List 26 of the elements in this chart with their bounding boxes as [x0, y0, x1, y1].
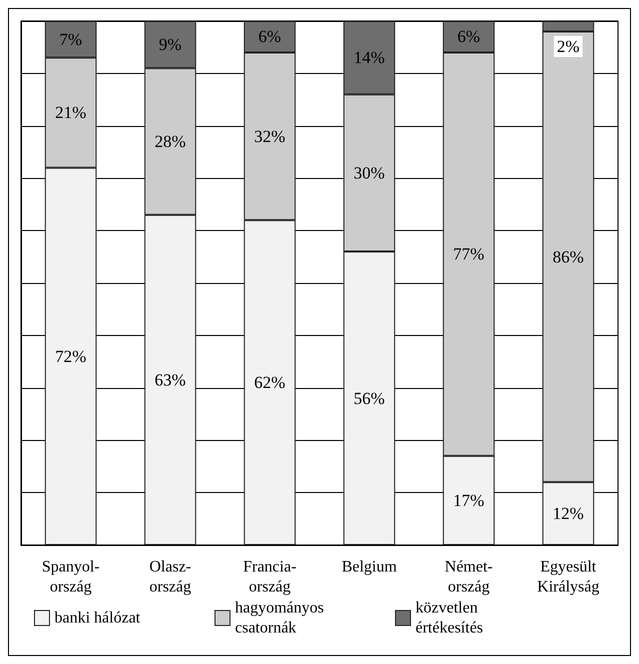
- x-tick-label: Olasz- ország: [149, 558, 192, 596]
- data-label: 2%: [556, 37, 580, 56]
- data-label: 77%: [453, 244, 484, 264]
- x-tick-label: Német- ország: [444, 558, 493, 596]
- data-label: 72%: [55, 346, 86, 366]
- data-label: 56%: [354, 388, 385, 408]
- data-label: 6%: [258, 27, 282, 46]
- x-tick-label: Spanyol- ország: [42, 558, 100, 596]
- data-label: 6%: [457, 27, 480, 46]
- data-label: 17%: [453, 490, 484, 510]
- data-label: 28%: [154, 132, 186, 152]
- data-label: 63%: [154, 370, 186, 390]
- x-tick-label: Egyesült Királyság: [537, 558, 600, 596]
- legend-label: közvetlen értékesítés: [416, 600, 484, 636]
- data-label: 62%: [254, 373, 286, 392]
- legend-label: banki hálózat: [54, 610, 141, 626]
- data-label: 86%: [552, 247, 584, 266]
- data-label: 30%: [354, 163, 385, 182]
- data-label: 32%: [254, 126, 286, 146]
- x-tick-label: Belgium: [342, 558, 398, 576]
- legend-label: hagyományos csatornák: [235, 600, 328, 636]
- data-label: 9%: [158, 35, 182, 54]
- data-label: 21%: [55, 103, 86, 122]
- data-label: 14%: [354, 48, 385, 68]
- data-label: 12%: [552, 504, 584, 524]
- data-label: 7%: [59, 30, 82, 49]
